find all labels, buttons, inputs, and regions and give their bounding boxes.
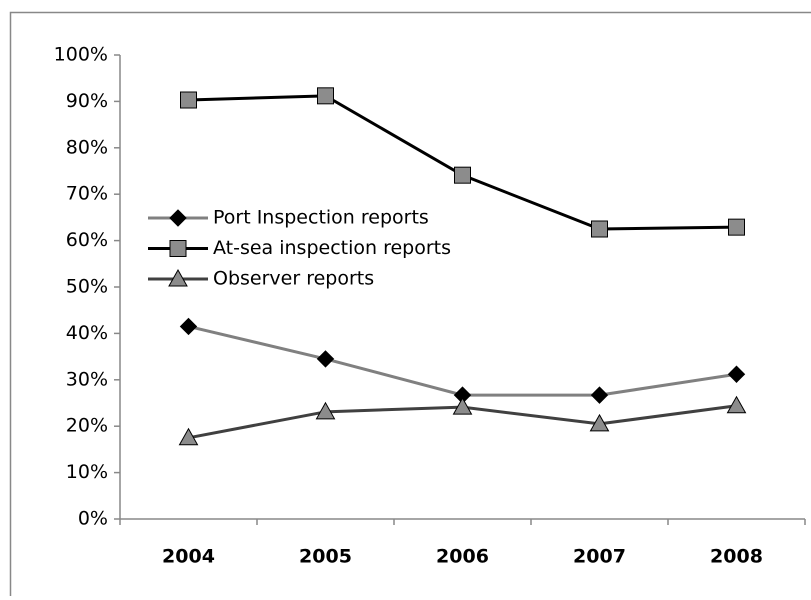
legend-label: Observer reports [213,268,374,290]
data-point [318,88,334,104]
y-tick-label: 0% [78,508,108,530]
y-tick-label: 40% [66,322,108,344]
y-tick-label: 90% [66,90,108,112]
x-tick-label: 2008 [710,546,763,568]
chart-border [11,13,811,597]
data-point [592,221,608,237]
y-tick-label: 10% [66,461,108,483]
y-tick-label: 20% [66,415,108,437]
y-tick-label: 50% [66,276,108,298]
x-tick-label: 2005 [299,546,352,568]
legend-label: At-sea inspection reports [213,237,451,259]
x-tick-label: 2006 [436,546,489,568]
y-tick-label: 30% [66,368,108,390]
y-tick-label: 70% [66,183,108,205]
y-tick-label: 60% [66,229,108,251]
y-tick-label: 100% [54,44,108,66]
legend-marker [170,241,186,257]
x-tick-label: 2004 [162,546,215,568]
data-point [455,167,471,183]
y-tick-label: 80% [66,136,108,158]
x-tick-label: 2007 [573,546,626,568]
legend-label: Port Inspection reports [213,207,429,229]
data-point [729,219,745,235]
data-point [181,92,197,108]
